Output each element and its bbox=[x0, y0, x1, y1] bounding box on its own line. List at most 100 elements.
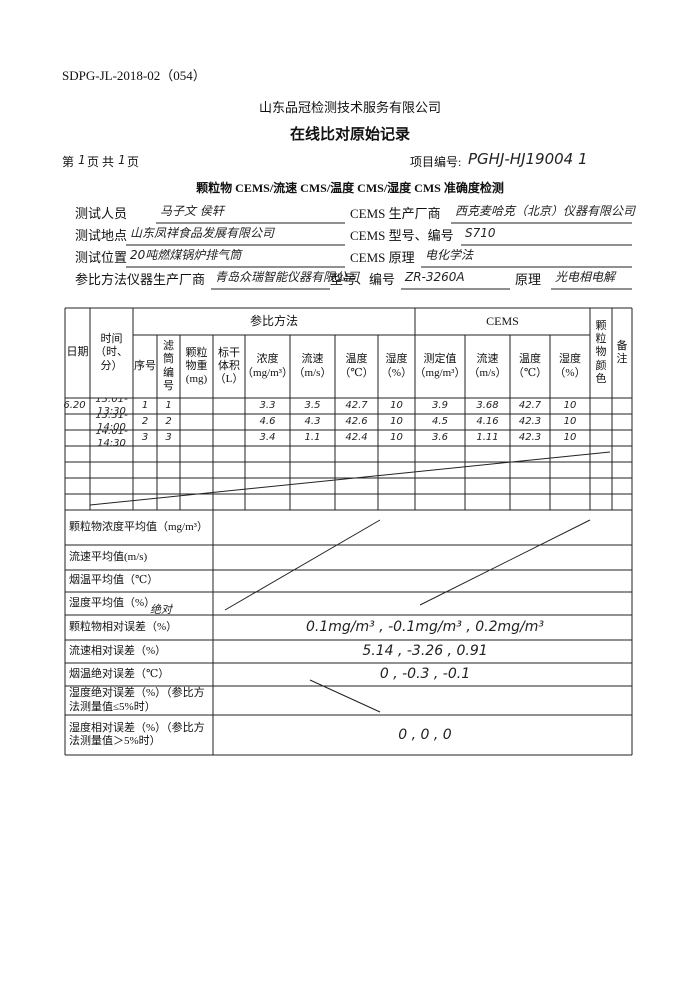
cell bbox=[590, 430, 612, 446]
summary-value: 0 , -0.3 , -0.1 bbox=[379, 666, 471, 683]
strike bbox=[89, 451, 611, 506]
title: 在线比对原始记录 bbox=[289, 127, 410, 143]
cell: 10 bbox=[563, 416, 577, 427]
column-header: 测定值（mg/m³） bbox=[416, 353, 464, 379]
cell: 3.9 bbox=[432, 400, 448, 411]
cell: 3.3 bbox=[259, 400, 276, 411]
column-header: 日期 bbox=[66, 346, 89, 359]
summary-value: 0 , 0 , 0 bbox=[398, 726, 452, 743]
info-label: 型号、编号 bbox=[330, 272, 396, 287]
info-value: 电化学法 bbox=[425, 248, 474, 262]
cell: 4.6 bbox=[259, 416, 276, 427]
cell: 42.7 bbox=[345, 400, 368, 411]
strike bbox=[419, 519, 591, 606]
summary-value: 0.1mg/m³ , -0.1mg/m³ , 0.2mg/m³ bbox=[305, 619, 545, 636]
cell bbox=[59, 430, 90, 446]
cell: 1.1 bbox=[304, 432, 321, 443]
info-value: 青岛众瑞智能仪器有限公司 bbox=[215, 270, 360, 284]
summary-label: 颗粒物浓度平均值（mg/m³） bbox=[69, 520, 208, 533]
column-header: 颗粒物重(mg) bbox=[185, 346, 208, 386]
info-label: 测试地点 bbox=[75, 228, 128, 243]
info-value: 马子文 侯轩 bbox=[160, 204, 224, 218]
cell: 4.16 bbox=[476, 416, 499, 427]
page-middle: 页 共 bbox=[87, 155, 115, 169]
info-value: ZR-3260A bbox=[405, 270, 465, 284]
cell bbox=[213, 430, 245, 446]
cell bbox=[590, 398, 612, 414]
summary-label: 颗粒物相对误差（%） bbox=[69, 620, 178, 633]
cell: 3.5 bbox=[304, 400, 321, 411]
cell: 3.68 bbox=[476, 400, 499, 411]
cell: 14:01-14:30 bbox=[95, 430, 128, 446]
page-current: 1 bbox=[78, 153, 86, 167]
cell: 2 bbox=[165, 416, 172, 427]
cell: 10 bbox=[390, 400, 403, 411]
summary-value: 5.14 , -3.26 , 0.91 bbox=[362, 643, 488, 660]
summary-label: 流速相对误差（%） bbox=[69, 644, 167, 657]
column-header: 温度（℃） bbox=[512, 353, 548, 379]
column-header: 温度（℃） bbox=[339, 353, 374, 379]
column-header: 备注 bbox=[616, 339, 628, 365]
column-header: 流速（m/s） bbox=[293, 353, 332, 379]
cell: 10 bbox=[563, 400, 577, 411]
cell: 10 bbox=[563, 432, 577, 443]
project-no: PGHJ-HJ19004 1 bbox=[468, 150, 588, 168]
info-value: 光电相电解 bbox=[555, 270, 616, 284]
cell bbox=[180, 398, 213, 414]
cell bbox=[612, 398, 632, 414]
cell: 10 bbox=[390, 432, 403, 443]
column-header: 颗粒物颜色 bbox=[595, 320, 607, 385]
column-header: 序号 bbox=[134, 359, 156, 372]
cell bbox=[180, 414, 213, 430]
cell bbox=[213, 414, 245, 430]
cell: 4.5 bbox=[432, 416, 448, 427]
cell: 3 bbox=[141, 432, 149, 443]
cell: 13:31-14:00 bbox=[95, 414, 128, 430]
group-header: 参比方法 bbox=[249, 314, 298, 329]
page-total: 1 bbox=[118, 153, 126, 167]
company: 山东品冠检测技术服务有限公司 bbox=[258, 100, 441, 115]
column-header: 湿度（%） bbox=[380, 353, 413, 379]
cell: 1 bbox=[141, 400, 149, 411]
cell: 3 bbox=[165, 432, 172, 443]
info-label: 测试人员 bbox=[75, 206, 128, 221]
strike bbox=[224, 519, 381, 611]
cell bbox=[612, 414, 632, 430]
info-label: CEMS 型号、编号 bbox=[350, 228, 454, 243]
cell: 42.3 bbox=[518, 416, 542, 427]
cell: 13:01-13:30 bbox=[95, 398, 128, 414]
cell: 6.20 bbox=[63, 400, 86, 411]
summary-label: 湿度平均值（%） bbox=[69, 596, 156, 609]
group-header: CEMS bbox=[486, 314, 519, 329]
cell: 1.11 bbox=[476, 432, 499, 443]
summary-label: 流速平均值(m/s) bbox=[69, 550, 148, 563]
cell: 42.4 bbox=[345, 432, 368, 443]
info-value: 山东凤祥食品发展有限公司 bbox=[130, 226, 275, 240]
info-label: 测试位置 bbox=[75, 250, 128, 265]
info-value: 20吨燃煤锅炉排气筒 bbox=[130, 248, 242, 262]
summary-label: 烟温平均值（℃） bbox=[69, 574, 159, 587]
cell bbox=[590, 414, 612, 430]
cell bbox=[213, 398, 245, 414]
cell: 3.4 bbox=[259, 432, 276, 443]
doc-code: SDPG-JL-2018-02（054） bbox=[62, 68, 206, 83]
cell bbox=[59, 414, 90, 430]
summary-note: 绝对 bbox=[150, 603, 172, 616]
info-label: CEMS 原理 bbox=[350, 250, 415, 265]
project-label: 项目编号: bbox=[410, 155, 462, 169]
page-suffix: 页 bbox=[127, 155, 140, 169]
summary-label: 湿度绝对误差（%）（参比方法测量值≤5%时） bbox=[69, 687, 205, 713]
cell bbox=[612, 430, 632, 446]
cell: 42.6 bbox=[345, 416, 368, 427]
column-header: 湿度（%） bbox=[554, 353, 586, 379]
info-label: CEMS 生产厂商 bbox=[350, 206, 441, 221]
summary-label: 烟温绝对误差（℃） bbox=[69, 667, 170, 680]
column-header: 标干体积（L） bbox=[214, 346, 244, 386]
strike bbox=[309, 679, 381, 713]
column-header: 流速（m/s） bbox=[468, 353, 507, 379]
cell: 4.3 bbox=[304, 416, 321, 427]
cell: 1 bbox=[165, 400, 172, 411]
cell bbox=[180, 430, 213, 446]
